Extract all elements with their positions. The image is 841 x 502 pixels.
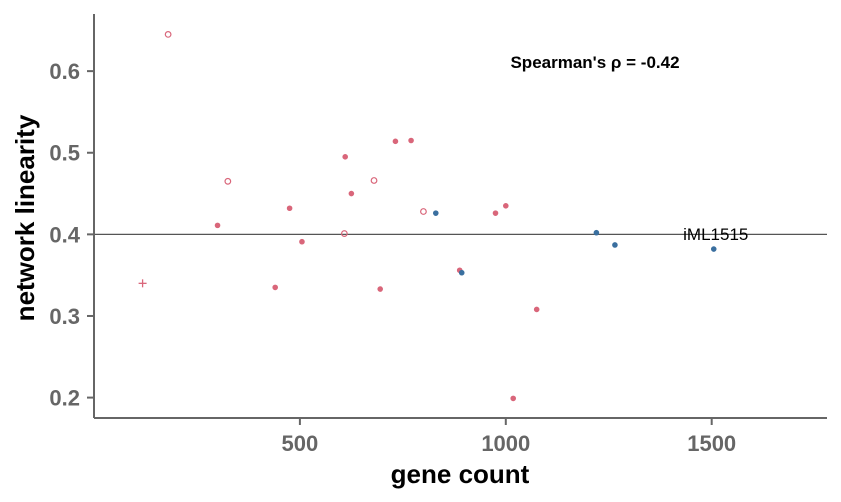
data-point xyxy=(408,137,414,144)
data-point xyxy=(377,286,383,292)
data-point xyxy=(272,284,278,291)
point-label: iML1515 xyxy=(683,225,748,244)
x-tick-label: 500 xyxy=(282,431,319,456)
y-tick-label: 0.3 xyxy=(49,304,80,329)
y-tick-label: 0.4 xyxy=(49,222,80,247)
y-tick-label: 0.6 xyxy=(49,59,80,84)
data-point xyxy=(299,238,305,245)
y-tick-label: 0.2 xyxy=(49,386,80,411)
data-point xyxy=(420,208,427,215)
data-point xyxy=(510,395,517,402)
data-point xyxy=(458,269,465,276)
data-point xyxy=(612,242,618,248)
data-point xyxy=(392,138,399,145)
y-axis-title: network linearity xyxy=(10,114,40,321)
data-point xyxy=(164,31,172,38)
points-layer xyxy=(138,31,717,402)
data-point xyxy=(533,306,540,313)
data-point xyxy=(214,222,221,229)
data-point xyxy=(340,230,348,237)
data-point xyxy=(432,210,439,216)
data-point xyxy=(502,202,509,209)
x-axis-title: gene count xyxy=(391,459,530,489)
y-tick-label: 0.5 xyxy=(49,141,80,166)
x-tick-label: 1000 xyxy=(481,431,530,456)
data-point xyxy=(370,177,378,184)
data-point xyxy=(342,154,348,160)
data-point xyxy=(710,246,717,252)
axes-layer xyxy=(87,14,827,425)
data-point xyxy=(224,177,232,185)
data-point xyxy=(286,205,293,212)
data-point xyxy=(593,229,600,236)
labels-layer: 500 1000 1500 0.2 0.3 0.4 0.5 0.6 iML1515 xyxy=(49,59,748,456)
spearman-annotation: Spearman's ρ = -0.42 xyxy=(510,53,679,72)
data-point xyxy=(348,190,355,197)
x-tick-label: 1500 xyxy=(687,431,736,456)
data-point xyxy=(138,279,147,288)
data-point xyxy=(492,210,499,216)
